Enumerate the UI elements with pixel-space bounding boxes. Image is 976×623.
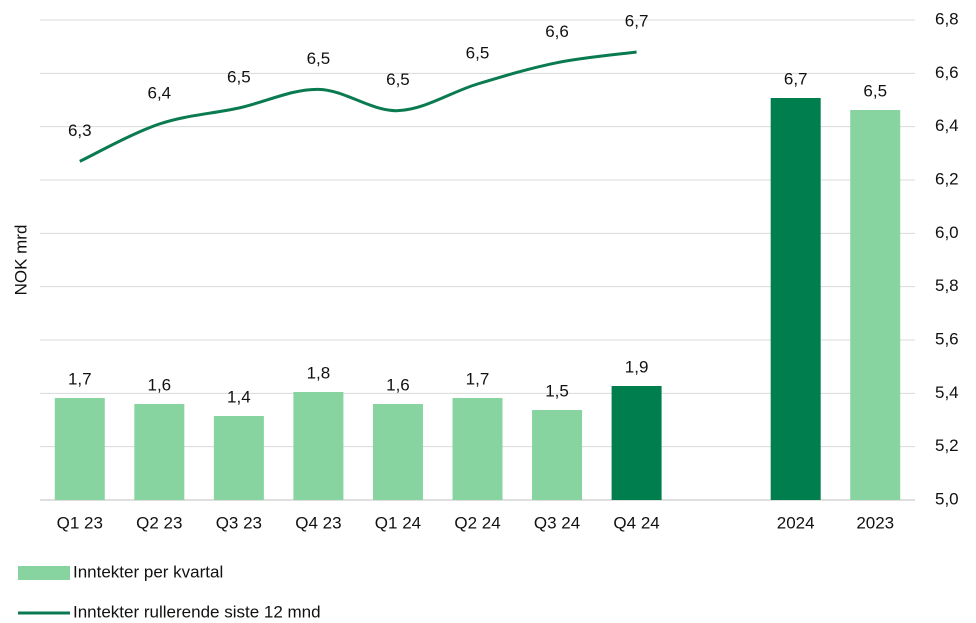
data-label: 1,6 [386, 375, 410, 394]
x-tick-label: Q4 23 [295, 513, 341, 532]
data-label: 1,4 [227, 387, 251, 406]
legend-label: Inntekter rullerende siste 12 mnd [73, 602, 321, 621]
y2-tick-label: 5,4 [935, 383, 959, 402]
y-axis-label: NOK mrd [11, 225, 30, 296]
x-tick-label: Q1 23 [57, 513, 103, 532]
bar [372, 404, 423, 500]
data-label: 6,5 [386, 70, 410, 89]
data-label: 6,7 [784, 69, 808, 88]
y2-tick-label: 6,6 [935, 63, 959, 82]
y2-tick-label: 5,2 [935, 436, 959, 455]
data-label: 1,6 [147, 375, 171, 394]
y2-tick-label: 6,8 [935, 9, 959, 28]
data-label: 1,9 [625, 357, 649, 376]
x-tick-label: 2024 [777, 513, 815, 532]
y2-tick-label: 6,0 [935, 223, 959, 242]
legend-swatch [18, 566, 70, 580]
data-label: 1,7 [68, 369, 92, 388]
x-tick-label: 2023 [856, 513, 894, 532]
bar [54, 398, 105, 500]
x-tick-label: Q2 23 [136, 513, 182, 532]
y2-tick-label: 6,4 [935, 116, 959, 135]
data-label: 6,7 [625, 11, 649, 30]
bar [611, 386, 662, 500]
y2-tick-label: 5,0 [935, 489, 959, 508]
line [79, 50, 637, 163]
data-label: 1,5 [545, 381, 569, 400]
bar [850, 110, 901, 500]
data-label: 6,5 [227, 67, 251, 86]
y2-tick-label: 5,8 [935, 276, 959, 295]
bar [213, 416, 264, 500]
legend-label: Inntekter per kvartal [73, 562, 223, 581]
x-tick-label: Q3 24 [534, 513, 580, 532]
x-tick-label: Q4 24 [613, 513, 659, 532]
bar [293, 392, 344, 500]
data-label: 6,5 [307, 49, 331, 68]
x-tick-label: Q2 24 [454, 513, 500, 532]
data-label: 6,3 [68, 121, 92, 140]
data-label: 6,5 [863, 81, 887, 100]
y2-tick-label: 5,6 [935, 329, 959, 348]
data-label: 1,7 [466, 369, 490, 388]
data-label: 1,8 [307, 363, 331, 382]
x-tick-label: Q1 24 [375, 513, 421, 532]
x-tick-label: Q3 23 [216, 513, 262, 532]
data-label: 6,5 [466, 43, 490, 62]
bar [452, 398, 503, 500]
data-label: 6,4 [147, 83, 171, 102]
bar [532, 410, 583, 500]
bar [770, 98, 821, 500]
y2-tick-label: 6,2 [935, 169, 959, 188]
data-label: 6,6 [545, 22, 569, 41]
bar [134, 404, 185, 500]
